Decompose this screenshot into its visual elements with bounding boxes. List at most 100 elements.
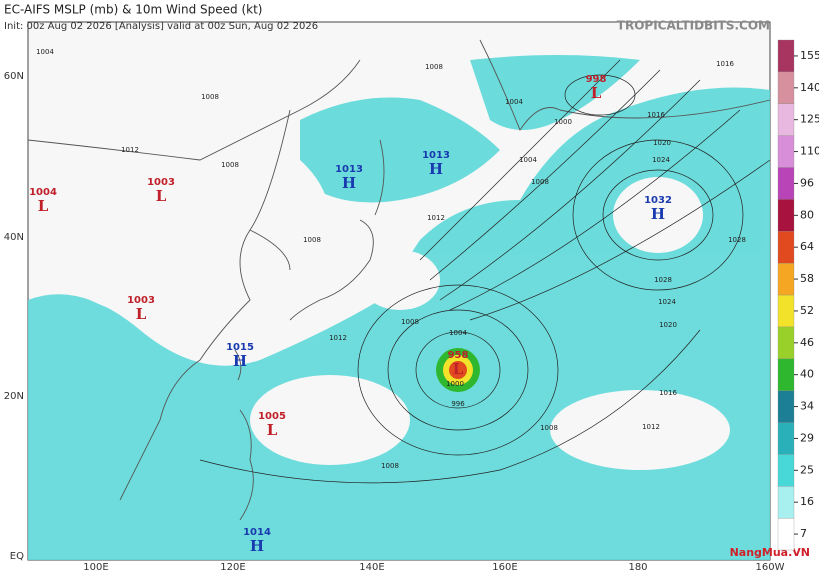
isobar-label: 1012 — [642, 423, 660, 431]
isobar-label: 1020 — [653, 139, 671, 147]
center-symbol: H — [342, 174, 356, 192]
colorbar-bin — [777, 39, 795, 73]
coastlines — [27, 39, 771, 521]
isobar-label: 1004 — [519, 156, 537, 164]
center-symbol: H — [250, 537, 264, 555]
isobar-label: 1004 — [449, 329, 467, 337]
lon-label: 180 — [628, 562, 647, 573]
lat-label: 20N — [4, 391, 24, 402]
isobar-label: 1008 — [425, 63, 443, 71]
colorbar-bin — [777, 199, 795, 232]
center-symbol: L — [38, 197, 49, 215]
title: EC-AIFS MSLP (mb) & 10m Wind Speed (kt) — [4, 3, 262, 17]
center-value: 1015 — [226, 342, 254, 353]
center-value: 1032 — [644, 195, 672, 206]
isobar-label: 1000 — [554, 118, 572, 126]
colorbar-bin — [777, 71, 795, 104]
colorbar-bin — [777, 517, 795, 551]
isobar-label: 1024 — [652, 156, 670, 164]
subtitle: Init: 00z Aug 02 2026 [Analysis] valid a… — [4, 21, 318, 32]
isobar-label: 1012 — [121, 146, 139, 154]
colorbar-bin — [777, 294, 795, 328]
isobar-label: 1016 — [647, 111, 665, 119]
isobar-label: 1000 — [446, 380, 464, 388]
colorbar-label: 96 — [800, 176, 814, 189]
center-value: 958 — [448, 350, 469, 361]
isobar-label: 1012 — [329, 334, 347, 342]
center-value: 1003 — [127, 295, 155, 306]
lat-label: EQ — [10, 551, 24, 562]
center-value: 1005 — [258, 411, 286, 422]
isobar-label: 1020 — [659, 321, 677, 329]
isobar-label: 1008 — [201, 93, 219, 101]
colorbar-label: 125 — [800, 113, 819, 126]
colorbar-bin — [777, 167, 795, 200]
colorbar-label: 7 — [800, 527, 807, 540]
isobar-label: 1008 — [531, 178, 549, 186]
colorbar-label: 29 — [800, 431, 814, 444]
calm-areas — [30, 120, 730, 470]
colorbar-label: 34 — [800, 400, 814, 413]
colorbar-label: 64 — [800, 240, 814, 253]
isobar-label: 1028 — [654, 276, 672, 284]
lon-label: 120E — [220, 562, 245, 573]
colorbar-label: 52 — [800, 304, 814, 317]
center-symbol: L — [591, 84, 602, 102]
lon-label: 100E — [83, 562, 108, 573]
center-value: 1013 — [422, 150, 450, 161]
colorbar-label: 80 — [800, 208, 814, 221]
isobars — [199, 59, 771, 484]
isobar-label: 1004 — [36, 48, 54, 56]
isobar-label: 1012 — [427, 214, 445, 222]
lon-label: 160E — [492, 562, 517, 573]
isobar-label: 1008 — [381, 462, 399, 470]
lat-label: 40N — [4, 232, 24, 243]
isobar-label: 1016 — [659, 389, 677, 397]
center-value: 1013 — [335, 164, 363, 175]
center-symbol: L — [136, 305, 147, 323]
center-symbol: L — [156, 187, 167, 205]
source: TROPICALTIDBITS.COM — [617, 19, 770, 33]
center-value: 1014 — [243, 527, 271, 538]
typhoon — [357, 284, 559, 456]
colorbar-bin — [777, 103, 795, 136]
center-symbol: H — [651, 205, 665, 223]
center-symbol: H — [233, 352, 247, 370]
isobar-label: 1008 — [540, 424, 558, 432]
lon-label: 160W — [756, 562, 785, 573]
isobar-label: 996 — [451, 400, 465, 408]
lat-label: 60N — [4, 71, 24, 82]
isobar-label: 1016 — [716, 60, 734, 68]
colorbar-label: 46 — [800, 336, 814, 349]
lon-label: 140E — [359, 562, 384, 573]
colorbar-bin — [777, 262, 795, 296]
watermark: NangMua.VN — [730, 546, 810, 559]
isobar-label: 1004 — [505, 98, 523, 106]
colorbar-bin — [777, 454, 795, 487]
colorbar-bin — [777, 422, 795, 455]
center-value: 998 — [586, 74, 607, 85]
center-value: 1004 — [29, 187, 57, 198]
colorbar-label: 25 — [800, 463, 814, 476]
colorbar-bin — [777, 231, 795, 264]
colorbar-bin — [777, 358, 795, 391]
colorbar-label: 40 — [800, 368, 814, 381]
colorbar-bin — [777, 326, 795, 359]
colorbar-label: 140 — [800, 81, 819, 94]
colorbar-label: 155 — [800, 49, 819, 62]
center-symbol: L — [267, 421, 278, 439]
isobar-label: 1008 — [221, 161, 239, 169]
colorbar-label: 58 — [800, 272, 814, 285]
colorbar-label: 110 — [800, 145, 819, 158]
isobar-label: 1024 — [658, 298, 676, 306]
center-symbol: L — [453, 360, 464, 378]
colorbar-bin — [777, 135, 795, 168]
colorbar-label: 16 — [800, 495, 814, 508]
isobar-label: 1008 — [401, 318, 419, 326]
center-symbol: H — [429, 160, 443, 178]
isobar-label: 1008 — [303, 236, 321, 244]
center-value: 1003 — [147, 177, 175, 188]
colorbar-bin — [777, 486, 795, 519]
